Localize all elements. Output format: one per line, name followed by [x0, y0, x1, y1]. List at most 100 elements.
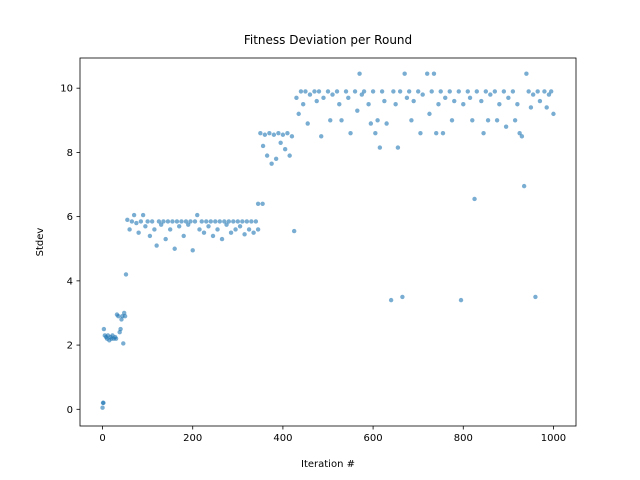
scatter-point [373, 130, 378, 136]
x-tick-label: 0 [99, 433, 105, 444]
scatter-point [208, 219, 213, 224]
scatter-point [436, 102, 441, 107]
scatter-point [526, 89, 531, 94]
scatter-point [262, 132, 268, 137]
scatter-point [321, 95, 326, 101]
scatter-point [355, 108, 360, 113]
scatter-point [549, 89, 554, 94]
scatter-point [167, 227, 173, 232]
scatter-point [260, 143, 266, 149]
scatter-point [397, 89, 403, 94]
scatter-point [406, 89, 412, 94]
scatter-point [312, 89, 317, 94]
scatter-point [524, 71, 529, 76]
scatter-point [181, 233, 186, 239]
scatter-point [418, 130, 423, 136]
scatter-point [305, 121, 310, 126]
x-tick-label: 1000 [541, 433, 566, 444]
scatter-point [544, 105, 549, 110]
scatter-point [201, 230, 207, 235]
scatter-point [183, 219, 189, 224]
x-tick-label: 400 [273, 433, 292, 444]
scatter-point [515, 102, 520, 107]
scatter-point [316, 89, 322, 94]
scatter-point [298, 89, 304, 94]
scatter-point [492, 89, 498, 94]
scatter-point [425, 71, 430, 76]
scatter-point [249, 219, 254, 224]
scatter-point [512, 118, 518, 123]
scatter-point [186, 222, 191, 227]
plot-area [100, 71, 556, 410]
scatter-point [530, 92, 536, 97]
scatter-point [152, 227, 157, 232]
scatter-point [510, 89, 516, 94]
scatter-point [143, 224, 148, 229]
scatter-point [391, 89, 396, 94]
scatter-point [188, 219, 193, 224]
scatter-point [147, 233, 153, 239]
scatter-point [307, 92, 313, 97]
scatter-point [348, 130, 353, 136]
scatter-point [255, 227, 261, 232]
y-tick-label: 2 [67, 341, 73, 352]
scatter-point [260, 201, 265, 206]
scatter-point [165, 219, 171, 224]
scatter-point [452, 98, 457, 104]
scatter-point [158, 222, 164, 227]
scatter-point [443, 95, 448, 101]
scatter-point [285, 130, 290, 136]
scatter-point [267, 130, 272, 136]
scatter-point [519, 134, 525, 139]
scatter-point [325, 89, 331, 94]
scatter-point [400, 294, 405, 300]
scatter-point [474, 89, 479, 94]
scatter-point [172, 246, 177, 251]
scatter-point [100, 405, 105, 410]
scatter-point [314, 98, 319, 104]
scatter-point [420, 92, 425, 97]
scatter-point [156, 219, 162, 224]
scatter-point [134, 220, 139, 226]
scatter-point [456, 89, 461, 94]
scatter-point [197, 227, 202, 232]
y-tick-label: 6 [67, 212, 73, 223]
y-tick-label: 8 [67, 148, 73, 159]
scatter-point [287, 153, 292, 158]
scatter-point [440, 130, 446, 136]
scatter-point [118, 326, 123, 332]
scatter-point [123, 272, 129, 277]
scatter-point [233, 227, 238, 232]
scatter-point [377, 145, 383, 150]
scatter-point [467, 95, 473, 101]
scatter-point [101, 400, 106, 406]
scatter-point [395, 145, 401, 150]
scatter-point [179, 219, 184, 224]
scatter-point [506, 95, 511, 101]
scatter-point [213, 219, 218, 224]
scatter-point [447, 89, 452, 94]
scatter-point [219, 236, 225, 242]
scatter-point [352, 89, 358, 94]
scatter-point [438, 89, 443, 94]
scatter-point [273, 156, 279, 162]
scatter-point [366, 102, 371, 107]
scatter-point [149, 219, 155, 224]
y-tick-label: 4 [67, 276, 73, 287]
scatter-point [228, 230, 234, 235]
scatter-point [215, 227, 220, 232]
scatter-point [129, 219, 135, 224]
scatter-point [409, 118, 414, 123]
scatter-point [382, 98, 387, 104]
scatter-point [116, 313, 121, 319]
x-tick-label: 200 [183, 433, 202, 444]
scatter-point [224, 222, 229, 227]
scatter-point [535, 89, 540, 94]
scatter-point [461, 102, 466, 107]
x-axis-label: Iteration # [301, 459, 355, 470]
scatter-point [278, 140, 283, 145]
scatter-point [127, 227, 132, 232]
scatter-point [296, 111, 301, 117]
scatter-point [276, 130, 281, 136]
scatter-point [244, 219, 250, 224]
